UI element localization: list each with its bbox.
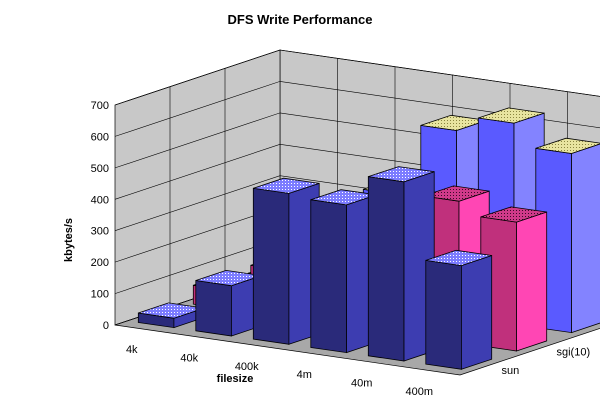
bars-layer xyxy=(137,107,600,370)
y-tick-label: 600 xyxy=(91,131,109,143)
x-tick-label: 400k xyxy=(235,361,259,373)
x-tick-label: 40k xyxy=(180,353,198,365)
x-tick-label: 4m xyxy=(297,369,312,381)
y-axis-title: kbytes/s xyxy=(63,218,75,262)
bar-sun-400k xyxy=(252,177,320,345)
y-tick-label: 0 xyxy=(103,320,109,332)
y-tick-label: 700 xyxy=(91,100,109,112)
bar-sun-40m xyxy=(367,166,435,362)
bar-sun-4m xyxy=(310,189,378,354)
y-tick-label: 200 xyxy=(91,257,109,269)
series-label: sun xyxy=(502,365,520,377)
labels-layer: 0 100 200 300 400 500 600 700 4k 40k 400k 4m 40m 400m… xyxy=(63,100,591,398)
x-axis-title: filesize xyxy=(217,373,254,385)
x-tick-label: 40m xyxy=(351,378,372,390)
x-tick-label: 400m xyxy=(405,386,433,398)
y-tick-label: 300 xyxy=(91,226,109,238)
bar-sun-40k xyxy=(195,269,263,337)
series-label: sgi(10) xyxy=(557,347,591,359)
y-tick-label: 400 xyxy=(91,194,109,206)
chart-title: DFS Write Performance xyxy=(227,12,373,27)
x-tick-label: 4k xyxy=(126,344,138,356)
y-tick-label: 100 xyxy=(91,289,109,301)
y-tick-label: 500 xyxy=(91,163,109,175)
bar-sun-400m xyxy=(425,249,493,370)
